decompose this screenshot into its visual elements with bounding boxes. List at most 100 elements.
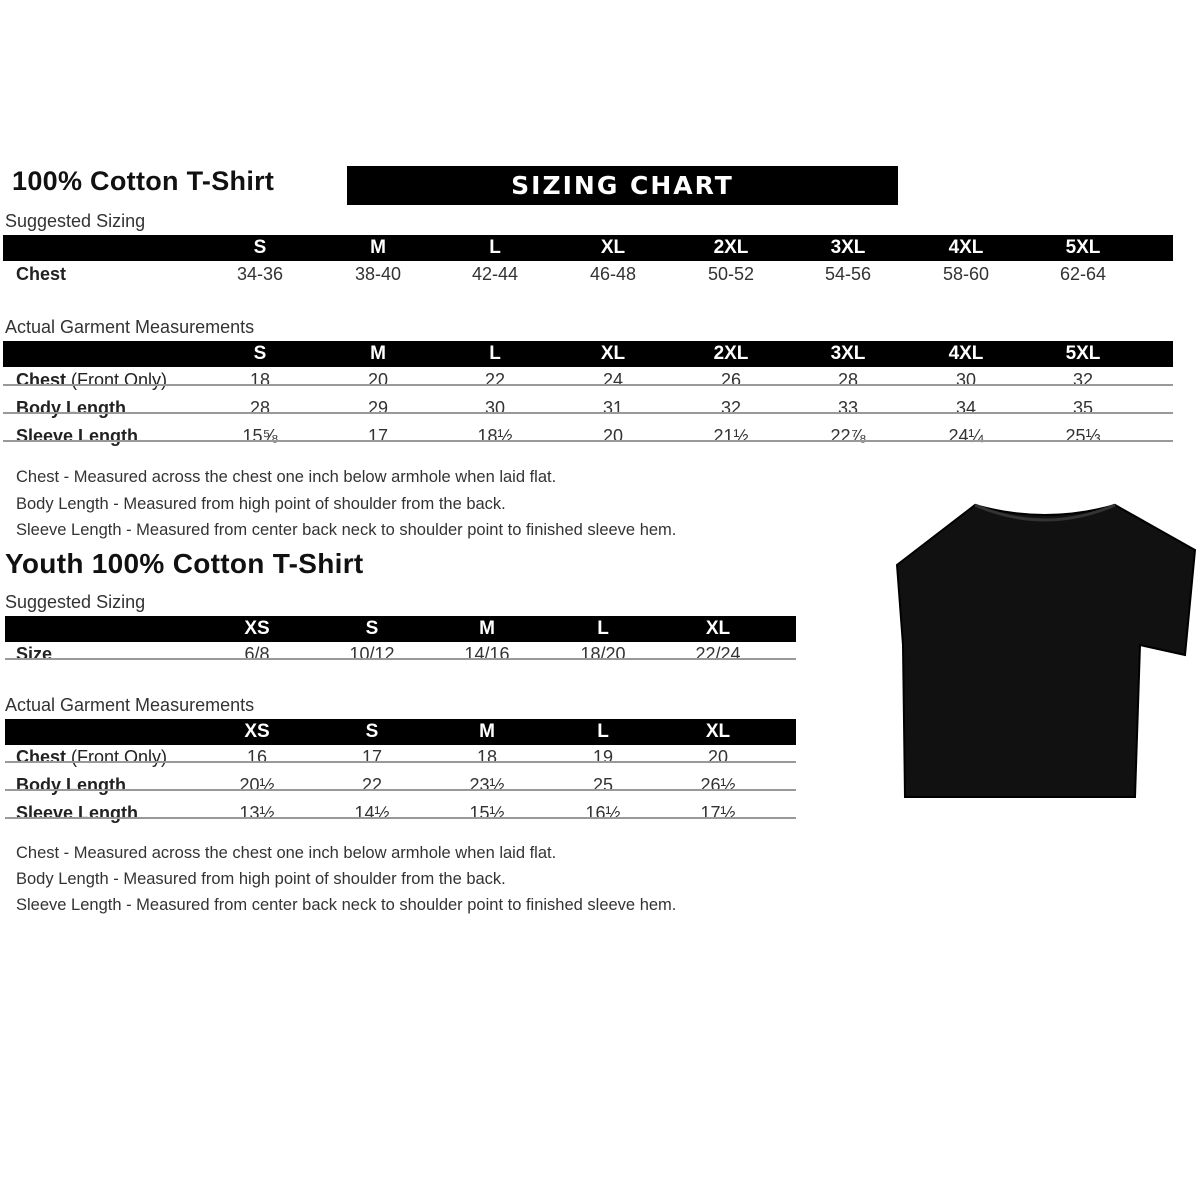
cell-value: 22/24	[695, 644, 741, 664]
cell-value: 33	[837, 398, 859, 418]
row-divider	[3, 412, 1173, 414]
row-label-suffix: (Front Only)	[66, 747, 168, 767]
row-label: Sleeve Length	[16, 426, 138, 447]
size-header-l: L	[489, 237, 501, 258]
row-label: Size	[16, 644, 52, 665]
cell-value: 19	[592, 747, 614, 767]
cell-value: 22	[361, 775, 383, 795]
row-divider	[5, 789, 796, 791]
cell-value: 62-64	[1059, 264, 1107, 284]
cell-value: 20½	[239, 775, 275, 795]
size-header-bar: S M L XL 2XL 3XL 4XL 5XL	[3, 235, 1173, 261]
cell-value: 18½	[477, 426, 513, 446]
row-label-text: Chest	[16, 747, 67, 767]
cell-value: 20	[707, 747, 729, 767]
note-text: Chest - Measured across the chest one in…	[16, 844, 557, 862]
cell-value: 25⅓	[1065, 426, 1101, 446]
note-text: Body Length - Measured from high point o…	[16, 870, 506, 888]
cell-value: 26½	[700, 775, 736, 795]
size-header-m: M	[479, 721, 495, 742]
cell-value: 31	[602, 398, 624, 418]
cell-value: 6/8	[244, 644, 270, 664]
size-header-s: S	[253, 343, 267, 364]
cell-value: 25	[592, 775, 614, 795]
cell-value: 58-60	[942, 264, 990, 284]
cell-value: 24	[602, 370, 624, 390]
cell-value: 15½	[469, 803, 505, 823]
row-label: Body Length	[16, 775, 126, 796]
cell-value: 22⅞	[830, 426, 866, 446]
size-header-s: S	[253, 237, 267, 258]
cell-value: 21½	[713, 426, 749, 446]
cell-value: 18	[476, 747, 498, 767]
size-header-xl: XL	[600, 237, 626, 258]
cell-value: 46-48	[589, 264, 637, 284]
note-text: Body Length - Measured from high point o…	[16, 494, 506, 513]
row-label: Sleeve Length	[16, 803, 138, 824]
cell-value: 30	[955, 370, 977, 390]
cell-value: 34-36	[236, 264, 284, 284]
tshirt-icon	[895, 503, 1197, 798]
cell-value: 28	[249, 398, 271, 418]
row-divider	[5, 817, 796, 819]
sizing-chart-banner: SIZING CHART	[347, 166, 898, 205]
tshirt-body	[895, 503, 1197, 798]
cell-value: 14½	[354, 803, 390, 823]
cell-value: 22	[484, 370, 506, 390]
cell-value: 26	[720, 370, 742, 390]
cell-value: 13½	[239, 803, 275, 823]
cell-value: 20	[602, 426, 624, 446]
row-divider	[5, 761, 796, 763]
size-header-xs: XS	[244, 721, 270, 742]
size-header-xl: XL	[705, 618, 731, 639]
cell-value: 17½	[700, 803, 736, 823]
size-header-l: L	[597, 721, 609, 742]
cell-value: 24¼	[948, 426, 984, 446]
row-label-text: Chest	[16, 264, 67, 284]
size-header-4xl: 4XL	[948, 343, 984, 364]
cell-value: 17	[367, 426, 389, 446]
cell-value: 15⅝	[242, 426, 278, 446]
cell-value: 16½	[585, 803, 621, 823]
row-label: Body Length	[16, 398, 126, 419]
cell-value: 42-44	[471, 264, 519, 284]
size-header-2xl: 2XL	[713, 343, 749, 364]
size-header-bar: XS S M L XL	[5, 616, 796, 642]
size-header-s: S	[365, 721, 379, 742]
size-header-bar: XS S M L XL	[5, 719, 796, 745]
row-divider	[5, 658, 796, 660]
row-label-text: Sleeve Length	[16, 426, 139, 446]
row-label-text: Chest	[16, 370, 67, 390]
cell-value: 50-52	[707, 264, 755, 284]
note-text: Chest - Measured across the chest one in…	[16, 468, 557, 486]
note-text: Sleeve Length - Measured from center bac…	[16, 521, 677, 539]
adult-title: 100% Cotton T-Shirt	[12, 166, 275, 196]
size-header-3xl: 3XL	[830, 343, 866, 364]
row-divider	[3, 440, 1173, 442]
cell-value: 54-56	[824, 264, 872, 284]
note-text: Sleeve Length - Measured from center bac…	[16, 896, 677, 914]
tshirt-collar	[974, 503, 1116, 522]
cell-value: 38-40	[354, 264, 402, 284]
size-header-s: S	[365, 618, 379, 639]
size-header-m: M	[479, 618, 495, 639]
youth-title: Youth 100% Cotton T-Shirt	[5, 548, 364, 579]
youth-actual-label: Actual Garment Measurements	[5, 695, 255, 715]
row-label-text: Body Length	[16, 775, 126, 795]
size-header-m: M	[370, 237, 386, 258]
cell-value: 17	[361, 747, 383, 767]
cell-value: 23½	[469, 775, 505, 795]
row-label-suffix: (Front Only)	[66, 370, 168, 390]
size-header-4xl: 4XL	[948, 237, 984, 258]
size-header-3xl: 3XL	[830, 237, 866, 258]
youth-suggested-label: Suggested Sizing	[5, 592, 146, 612]
row-label-text: Body Length	[16, 398, 126, 418]
adult-actual-label: Actual Garment Measurements	[5, 317, 255, 337]
cell-value: 32	[720, 398, 742, 418]
row-label: Chest (Front Only)	[16, 747, 167, 768]
size-header-5xl: 5XL	[1065, 343, 1101, 364]
cell-value: 18/20	[580, 644, 626, 664]
size-header-l: L	[489, 343, 501, 364]
row-label: Chest (Front Only)	[16, 370, 167, 391]
